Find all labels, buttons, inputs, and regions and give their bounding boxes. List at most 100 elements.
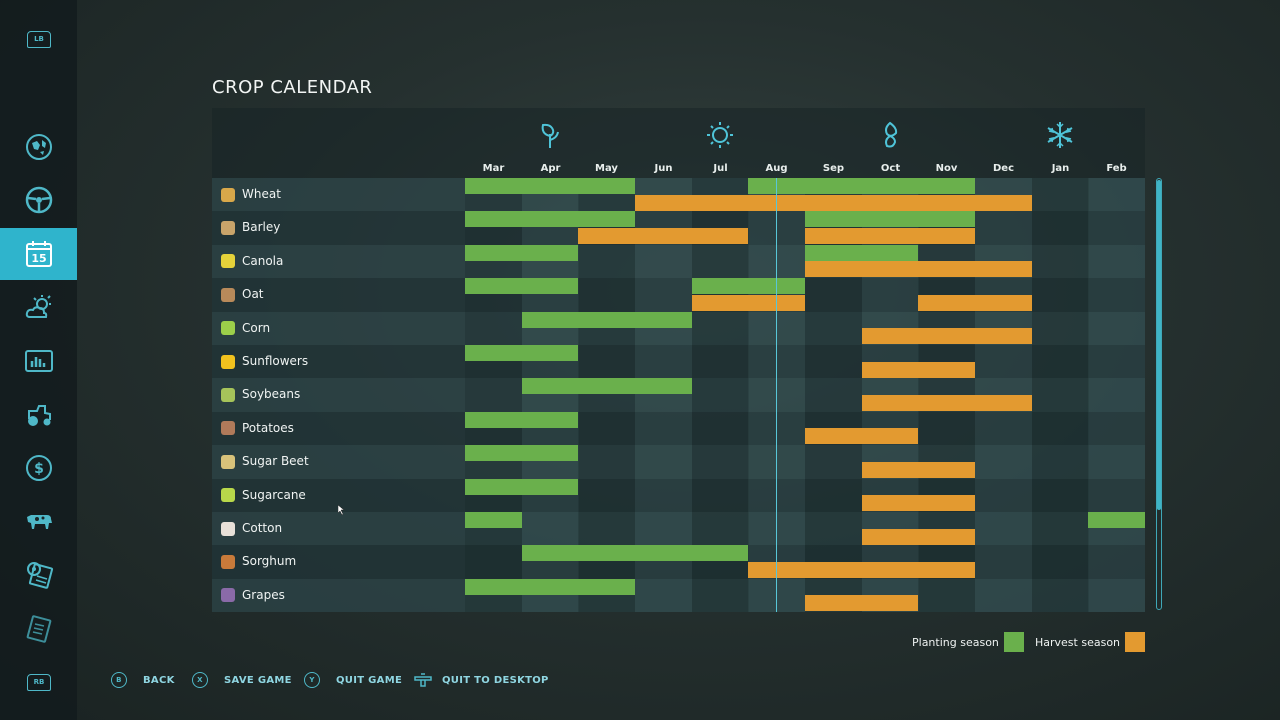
barley-icon [221,220,235,235]
calendar-icon: 15 [25,241,52,267]
calendar-cell [805,445,862,479]
legend-planting-label: Planting season [912,636,999,649]
crop-name: Sunflowers [242,354,309,368]
winter-icon [1047,122,1073,148]
harvest-bar [861,394,1032,411]
calendar-cell [1088,244,1145,279]
table-row[interactable] [212,411,1145,446]
calendar-cell [1088,311,1145,345]
harvest-bar [748,561,975,578]
crop-name: Wheat [242,187,281,201]
calendar-cell [975,478,1032,512]
cotton-icon [221,521,235,536]
lb-button-hint[interactable]: LB [27,31,51,48]
calendar-cell [975,512,1032,546]
planting-bar [1088,512,1145,528]
sidebar-item-statistics[interactable] [0,335,77,387]
sidebar-item-settings[interactable] [0,548,77,600]
calendar-cell [635,278,692,312]
month-label: Jun [654,163,673,174]
calendar-cell [1032,478,1089,512]
sidebar-item-calendar[interactable]: 15 [0,228,77,280]
planting-bar [465,445,579,462]
finances-icon: $ [25,455,52,481]
harvest-bar [691,294,805,311]
calendar-panel [212,108,1145,612]
x-button-icon: X [192,672,208,688]
back-button[interactable]: B BACK [111,672,175,688]
sidebar-item-help[interactable] [0,602,77,654]
back-label: BACK [143,674,175,686]
planting-bar [691,278,805,295]
sunflower-icon [221,354,235,369]
crop-name: Sugarcane [242,487,306,502]
calendar-cell [1032,411,1089,446]
planting-bar [465,478,579,495]
calendar-cell [1088,545,1145,579]
harvest-bar [805,595,919,612]
save-game-button[interactable]: X SAVE GAME [192,672,292,688]
crop-name: Soybeans [242,387,301,402]
planting-bar [465,211,635,228]
month-label: Jul [713,163,728,174]
calendar-cell [1088,345,1145,379]
calendar-cell [1032,578,1089,613]
planting-bar [465,345,579,361]
calendar-cell [975,411,1032,446]
crop-name: Canola [242,253,284,268]
table-row[interactable] [212,445,1145,479]
calendar-cell [918,411,975,446]
help-icon [26,615,51,643]
sidebar-item-map[interactable] [0,121,77,173]
calendar-cell [465,378,522,412]
calendar-cell [692,512,749,546]
calendar-cell [635,345,692,379]
sidebar-item-finances[interactable]: $ [0,442,77,494]
planting-bar [805,211,975,228]
quit-to-desktop-button[interactable]: QUIT TO DESKTOP [414,672,549,688]
scrollbar-thumb[interactable] [1157,180,1161,510]
sidebar-item-weather[interactable] [0,281,77,333]
scrollbar-track[interactable] [1156,178,1162,610]
crop-name: Barley [242,220,281,235]
b-button-icon: B [111,672,127,688]
calendar-cell [805,478,862,512]
soybeans-icon [221,387,235,402]
sidebar-item-vehicle[interactable] [0,174,77,226]
autumn-icon [885,121,898,148]
rb-button-hint[interactable]: RB [27,674,51,691]
wheat-icon [221,187,235,202]
sidebar-item-vehicles[interactable] [0,389,77,441]
harvest-bar [918,294,1032,311]
calendar-cell [1088,445,1145,479]
harvest-bar [861,461,975,478]
calendar-cell [1032,244,1089,279]
month-label: Sep [822,163,845,174]
calendar-cell [1032,278,1089,312]
calendar-cell [1032,545,1089,579]
calendar-cell [465,545,522,579]
table-row[interactable] [212,478,1145,512]
calendar-cell [805,278,862,312]
quit-game-label: QUIT GAME [336,674,403,686]
sidebar-item-animals[interactable] [0,495,77,547]
sugarcane-icon [221,488,235,503]
steering-wheel-icon [25,186,52,214]
harvest-bar [861,361,975,378]
quit-game-button[interactable]: Y QUIT GAME [304,672,402,688]
grapes-icon [221,588,235,603]
calendar-cell [1032,512,1089,546]
canola-icon [221,254,235,269]
table-row[interactable] [212,345,1145,379]
oat-icon [221,287,235,302]
table-row[interactable] [212,512,1145,546]
calendar-cell [975,445,1032,479]
svg-text:$: $ [34,461,44,477]
legend-planting-swatch [1004,632,1024,652]
table-row[interactable] [212,578,1145,613]
calendar-cell [692,411,749,446]
y-button-icon: Y [304,672,320,688]
weather-icon [25,295,51,318]
planting-bar [465,178,635,194]
calendar-cell [1088,411,1145,446]
